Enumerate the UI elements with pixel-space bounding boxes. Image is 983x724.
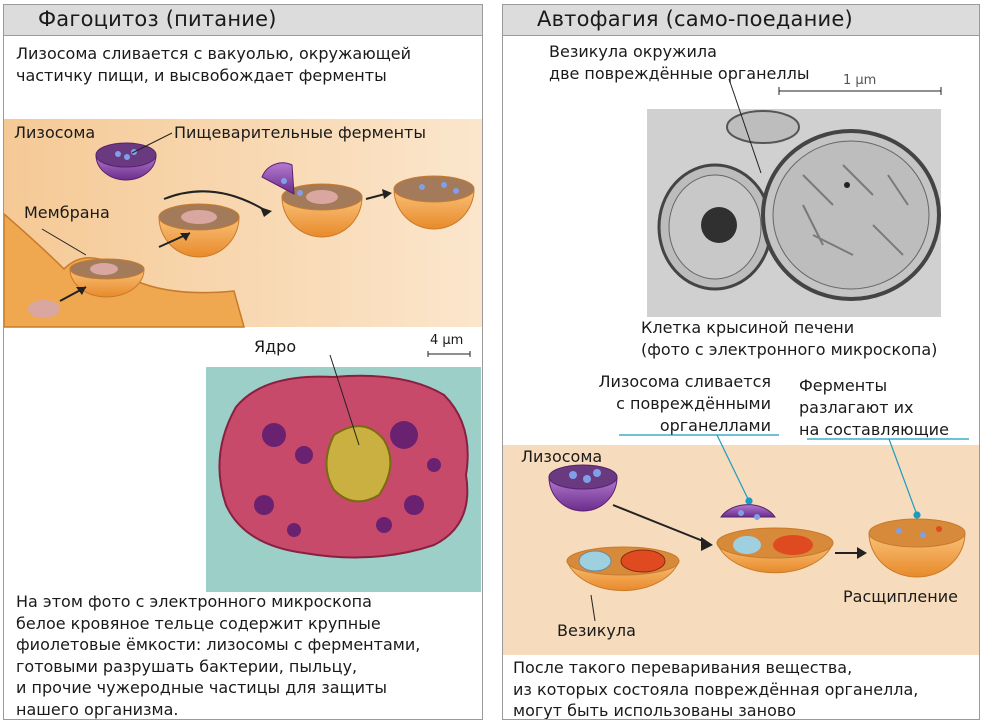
process-arrows: [612, 504, 861, 554]
phagocytosis-title: Фагоцитоз (питание): [38, 7, 277, 31]
breakdown-vesicle: [868, 518, 966, 578]
food-particle: [28, 300, 60, 318]
scale-bar-label: 4 μm: [430, 333, 464, 348]
nucleus-label: Ядро: [254, 337, 297, 356]
lysosome-label: Лизосома: [14, 123, 96, 142]
lysosome-label: Лизосома: [521, 447, 603, 466]
micrograph-caption: Клетка крысиной печени (фото с электронн…: [641, 318, 938, 359]
autophagy-panel: Автофагия (само-поедание) Везикула окруж…: [502, 4, 980, 720]
cyan-leaders: [619, 434, 969, 519]
autophagy-diagram: [503, 78, 979, 655]
phagocytosis-header: Фагоцитоз (питание): [4, 5, 482, 36]
phagocytosis-panel: Фагоцитоз (питание) Лизосома сливается с…: [3, 4, 483, 720]
enzymes-note: Ферменты разлагают их на составляющие: [799, 376, 949, 439]
fused-vacuole: [261, 162, 363, 238]
vesicle-leader: [728, 78, 762, 174]
forming-vacuole: [69, 258, 145, 298]
enzymes-leader: [131, 132, 173, 154]
enzymes-label: Пищеварительные ферменты: [174, 123, 426, 142]
autophagy-header: Автофагия (само-поедание): [503, 5, 979, 36]
blood-cell-micrograph: [206, 351, 481, 592]
fuse-note: Лизосома сливается с повреждёнными орган…: [598, 372, 771, 435]
lysosome-shape: [548, 464, 618, 512]
phagocytosis-intro: Лизосома сливается с вакуолью, окружающе…: [16, 44, 412, 85]
vesicle-label: Везикула: [557, 621, 636, 640]
breakdown-label: Расщипление: [843, 587, 958, 606]
phagocytosis-caption: На этом фото с электронного микроскопа б…: [16, 592, 421, 719]
membrane-leader: [41, 228, 87, 256]
vesicle-note: Везикула окружила две повреждённые орган…: [549, 42, 810, 83]
digesting-vacuole: [393, 175, 475, 230]
autophagy-caption: После такого переваривания вещества, из …: [513, 658, 919, 720]
autophagy-title: Автофагия (само-поедание): [537, 7, 853, 31]
scale-bar-label: 1 μm: [843, 73, 877, 88]
fused-vesicle: [716, 504, 834, 574]
phagocytosis-illustration: [4, 119, 482, 328]
membrane-label: Мембрана: [24, 203, 110, 222]
phagocytosis-diagram: [4, 132, 475, 328]
liver-cell-micrograph: [647, 109, 941, 317]
food-vacuole: [158, 203, 240, 258]
vesicle-shape: [566, 546, 680, 592]
